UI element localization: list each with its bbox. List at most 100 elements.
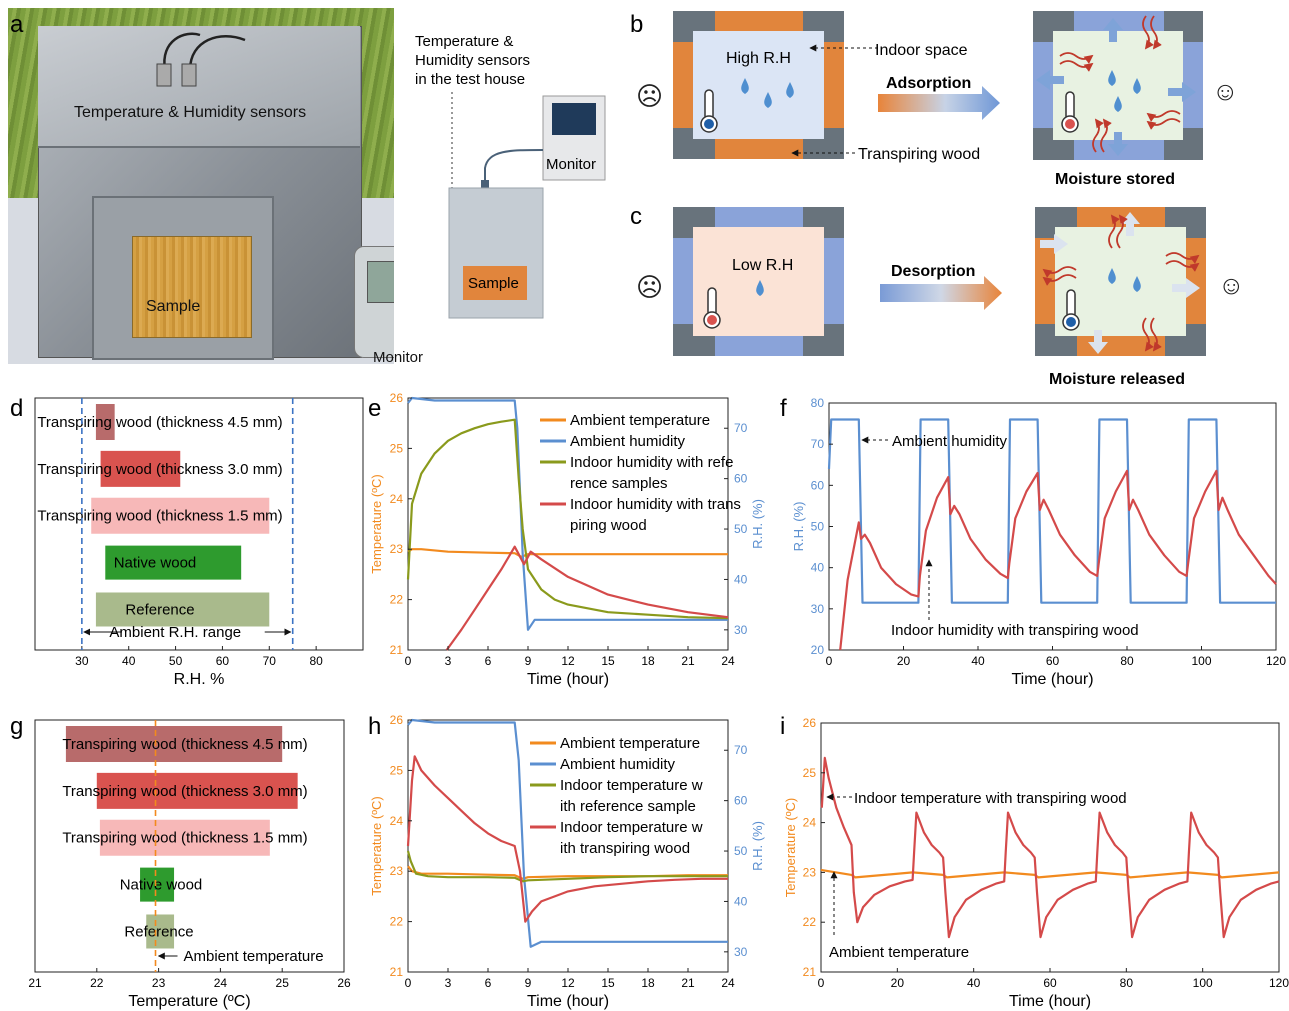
g-xtick-label: 23: [152, 976, 166, 990]
i-ytick-label-left: 25: [803, 766, 817, 780]
g-ambient-annotation: Ambient temperature: [184, 948, 324, 965]
d-xtick-label: 40: [122, 654, 136, 668]
e-xtick-label: 6: [485, 654, 492, 668]
e-series-line-0: [407, 548, 728, 558]
e-xtick-label: 3: [445, 654, 452, 668]
i-yaxis-title: Temperature (ºC): [783, 798, 798, 897]
i-ytick-label-left: 22: [803, 915, 817, 929]
g-xaxis-title: Temperature (ºC): [128, 993, 250, 1010]
d-range-annotation: Ambient R.H. range: [109, 624, 241, 641]
d-plot-frame: [34, 397, 364, 651]
f-yaxis-title: R.H. (%): [791, 502, 806, 552]
e-series-line-2: [406, 418, 729, 620]
c-desorption-arrow: [880, 276, 1002, 310]
f-xtick-label: 80: [1120, 654, 1134, 668]
i-xtick-label: 80: [1120, 976, 1134, 990]
e-ytick-label-right: 40: [734, 572, 748, 586]
f-ytick-label-left: 60: [811, 478, 825, 492]
h-ytick-label-right: 40: [734, 894, 748, 908]
i-xtick-label: 100: [1193, 976, 1213, 990]
e-xtick-label: 9: [525, 654, 532, 668]
h-ytick-label-left: 22: [390, 915, 404, 929]
f-xtick-label: 0: [826, 654, 833, 668]
h-ytick-label-right: 60: [734, 794, 748, 808]
photo-sensors-label: Temperature & Humidity sensors: [74, 104, 306, 121]
g-xtick-label: 22: [90, 976, 104, 990]
h-ytick-label-left: 24: [390, 814, 404, 828]
e-ytick-label-left: 25: [390, 441, 404, 455]
h-legend-label-line: ith transpiring wood: [560, 840, 690, 857]
b-result-wood-top: [1074, 11, 1164, 31]
f-xtick-label: 100: [1191, 654, 1211, 668]
i-xtick-label: 0: [818, 976, 825, 990]
h-ytick-label-right: 50: [734, 844, 748, 858]
g-range-bar: [65, 726, 283, 762]
h-ytick-label-right: 70: [734, 743, 748, 757]
panel-label-d: d: [10, 395, 23, 422]
f-xtick-label: 20: [897, 654, 911, 668]
g-xtick-label: 24: [214, 976, 228, 990]
i-xaxis-title: Time (hour): [1009, 993, 1091, 1010]
handheld-monitor: [354, 246, 394, 358]
photo-sample-label: Sample: [146, 298, 200, 315]
b-sad-face: ☹: [636, 81, 663, 111]
h-yaxis-title-right: R.H. (%): [750, 821, 765, 871]
photo-cables: [156, 32, 246, 87]
i-ytick-label-left: 21: [803, 965, 817, 979]
schematic-monitor-label: Monitor: [546, 156, 596, 173]
chart-i-5day-temperature: 0 20 40 60 80 100 120 Time (hour) 21 22 23 24 25 26 Te…: [783, 716, 1289, 1010]
h-ytick-label-left: 21: [390, 965, 404, 979]
d-category-label: Transpiring wood (thickness 3.0 mm): [37, 461, 282, 478]
d-range-bar: [100, 450, 181, 487]
g-xtick-label: 25: [276, 976, 290, 990]
b-wood-bottom: [715, 139, 803, 159]
h-xtick-label: 21: [681, 976, 695, 990]
h-xtick-label: 9: [525, 976, 532, 990]
c-room-label: Low R.H: [732, 257, 793, 274]
panel-label-h: h: [368, 713, 381, 740]
e-legend-label: Ambient temperature: [570, 412, 710, 429]
e-series-line-1: [407, 396, 728, 631]
g-range-bar: [96, 772, 298, 809]
d-xtick-label: 50: [169, 654, 183, 668]
g-category-label: Native wood: [120, 877, 203, 894]
panel-label-a: a: [10, 11, 24, 38]
f-series-line-1: [839, 469, 1277, 651]
f-xtick-label: 120: [1266, 654, 1286, 668]
e-ytick-label-left: 21: [390, 643, 404, 657]
i-xtick-label: 20: [891, 976, 905, 990]
h-xtick-label: 12: [561, 976, 575, 990]
schematic-sample-block: [463, 266, 527, 300]
e-xtick-label: 21: [681, 654, 695, 668]
b-result-label: Moisture stored: [1055, 171, 1175, 188]
h-xtick-label: 18: [641, 976, 655, 990]
b-adsorption-arrow: [878, 86, 1000, 120]
f-ytick-label-left: 20: [811, 643, 825, 657]
wood-sample: [132, 236, 252, 338]
b-wood-right: [824, 42, 844, 128]
d-range-bar: [95, 404, 115, 440]
i-xtick-label: 40: [967, 976, 981, 990]
f-indoor-annotation: Indoor humidity with transpiring wood: [891, 622, 1139, 639]
h-legend-label-line: Indoor temperature w: [560, 819, 703, 836]
b-result-wood-right: [1183, 42, 1203, 128]
c-arrow-label: Desorption: [891, 263, 975, 280]
b-room-label: High R.H: [726, 50, 791, 67]
e-xtick-label: 24: [721, 654, 735, 668]
h-xtick-label: 15: [601, 976, 615, 990]
g-range-bar: [140, 867, 175, 902]
f-series-line-0: [827, 418, 1276, 604]
e-yaxis-title-right: R.H. (%): [750, 499, 765, 549]
h-legend-label-line: Indoor temperature w: [560, 777, 703, 794]
d-xtick-label: 70: [263, 654, 277, 668]
b-arrow-label: Adsorption: [886, 75, 971, 92]
c-wood-top: [715, 207, 803, 227]
b-wood-top: [715, 11, 803, 31]
panel-label-g: g: [10, 713, 23, 740]
c-droplet-icon: [756, 280, 764, 296]
e-xtick-label: 12: [561, 654, 575, 668]
e-xaxis-title: Time (hour): [527, 671, 609, 688]
e-xtick-label: 0: [405, 654, 412, 668]
